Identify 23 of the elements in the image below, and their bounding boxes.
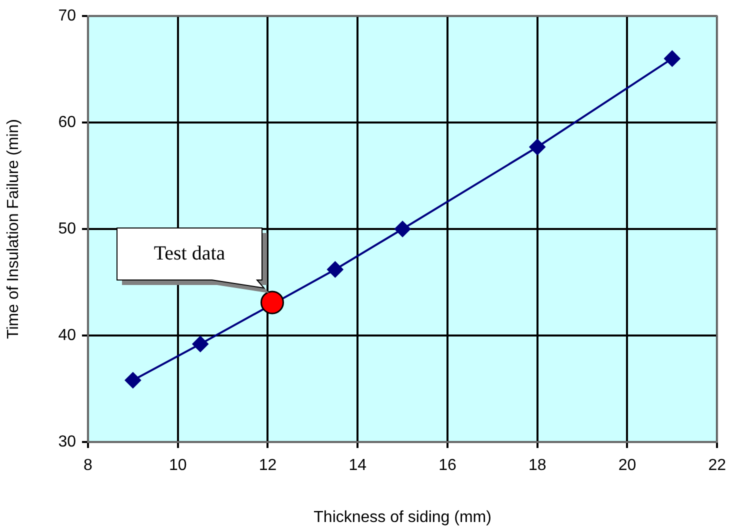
y-tick-label: 70 [58,7,76,24]
x-tick-label: 12 [258,457,277,474]
x-axis-title: Thickness of siding (mm) [314,508,492,526]
y-tick-label: 50 [58,220,76,238]
x-tick-label: 20 [618,457,636,474]
x-tick-label: 8 [84,457,93,474]
x-tick-label: 22 [708,457,726,474]
y-tick-label: 40 [58,326,76,344]
x-tick-label: 16 [438,457,456,474]
point [394,221,411,237]
x-tick-label: 14 [348,457,367,474]
point [192,336,208,352]
y-tick-label: 60 [58,114,76,131]
y-tick-label: 30 [58,433,76,450]
x-tick-label: 10 [168,457,187,474]
point [124,372,141,388]
point [529,138,546,155]
point [327,261,344,278]
x-tick-label: 18 [528,457,546,474]
annotation: Test data [154,242,226,264]
point [664,50,680,67]
y-axis-title: Time of Insulation Failure (min) [5,119,22,339]
point [260,290,284,314]
